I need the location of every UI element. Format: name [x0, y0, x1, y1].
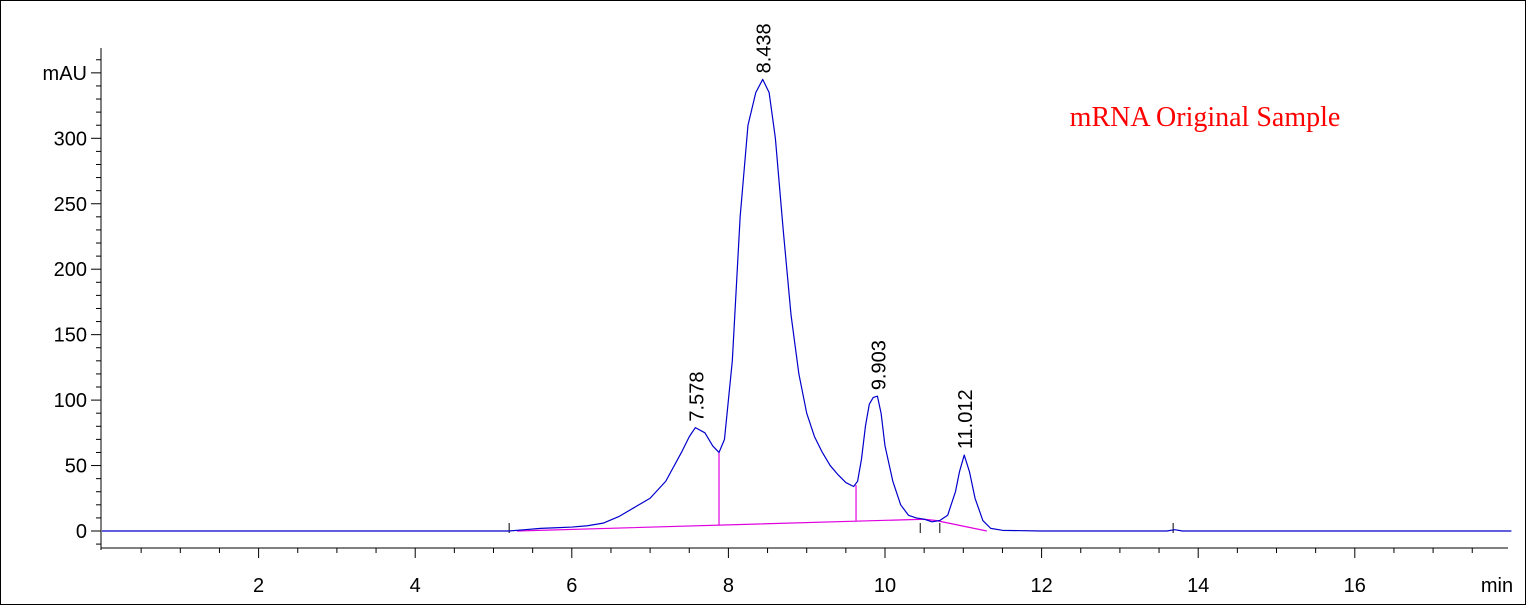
y-tick-label: 250: [54, 194, 87, 216]
y-tick-label: 150: [54, 325, 87, 347]
x-tick-label: 2: [253, 575, 264, 597]
y-tick-label: 50: [65, 456, 87, 478]
x-tick-label: 4: [410, 575, 421, 597]
y-tick-label: 300: [54, 128, 87, 150]
y-axis-label: mAU: [43, 63, 87, 85]
y-tick-label: 200: [54, 259, 87, 281]
integration-baseline: [516, 518, 987, 532]
peak-rt-label: 7.578: [686, 372, 708, 422]
peak-rt-label: 8.438: [754, 23, 776, 73]
signal-trace: [102, 78, 1512, 532]
peak-rt-label: 9.903: [868, 340, 890, 390]
y-tick-label: 100: [54, 390, 87, 412]
sample-annotation: mRNA Original Sample: [1070, 102, 1341, 133]
peak-rt-label: 11.012: [955, 389, 977, 449]
x-tick-label: 8: [723, 575, 734, 597]
x-tick-label: 16: [1344, 575, 1366, 597]
x-axis-label: min: [1481, 575, 1513, 597]
x-tick-label: 10: [874, 575, 896, 597]
x-tick-label: 14: [1187, 575, 1209, 597]
x-tick-label: 12: [1030, 575, 1052, 597]
y-tick-label: 0: [76, 521, 87, 543]
x-tick-label: 6: [566, 575, 577, 597]
